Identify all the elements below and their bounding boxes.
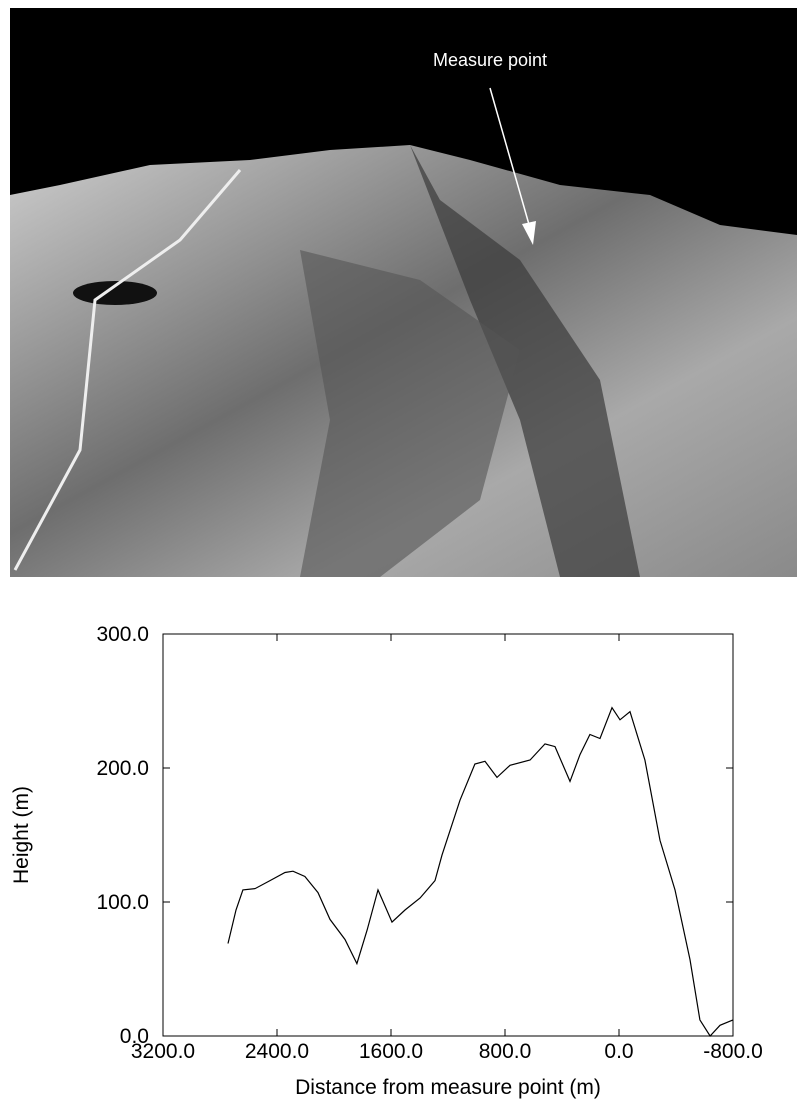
y-tick-label: 200.0 — [96, 757, 149, 780]
x-tick-label: 2400.0 — [245, 1040, 309, 1063]
x-tick-label: 1600.0 — [359, 1040, 423, 1063]
y-axis-label: Height (m) — [10, 786, 33, 884]
figure: Measure point Distance from measure poin… — [0, 0, 806, 1106]
x-tick-label: 3200.0 — [131, 1040, 195, 1063]
y-tick-label: 300.0 — [96, 623, 149, 646]
x-axis-label: Distance from measure point (m) — [295, 1076, 601, 1099]
x-tick-label: -800.0 — [703, 1040, 763, 1063]
terrain-image — [10, 8, 797, 577]
x-tick-label: 800.0 — [479, 1040, 532, 1063]
annotation: Measure point — [433, 50, 547, 70]
y-tick-label: 100.0 — [96, 891, 149, 914]
plot: 0.0 100.0 200.0 300.0 3200.0 2400.0 1600.0 800.… — [96, 623, 762, 1063]
profile-line — [228, 708, 733, 1036]
x-tick-label: 0.0 — [604, 1040, 633, 1063]
